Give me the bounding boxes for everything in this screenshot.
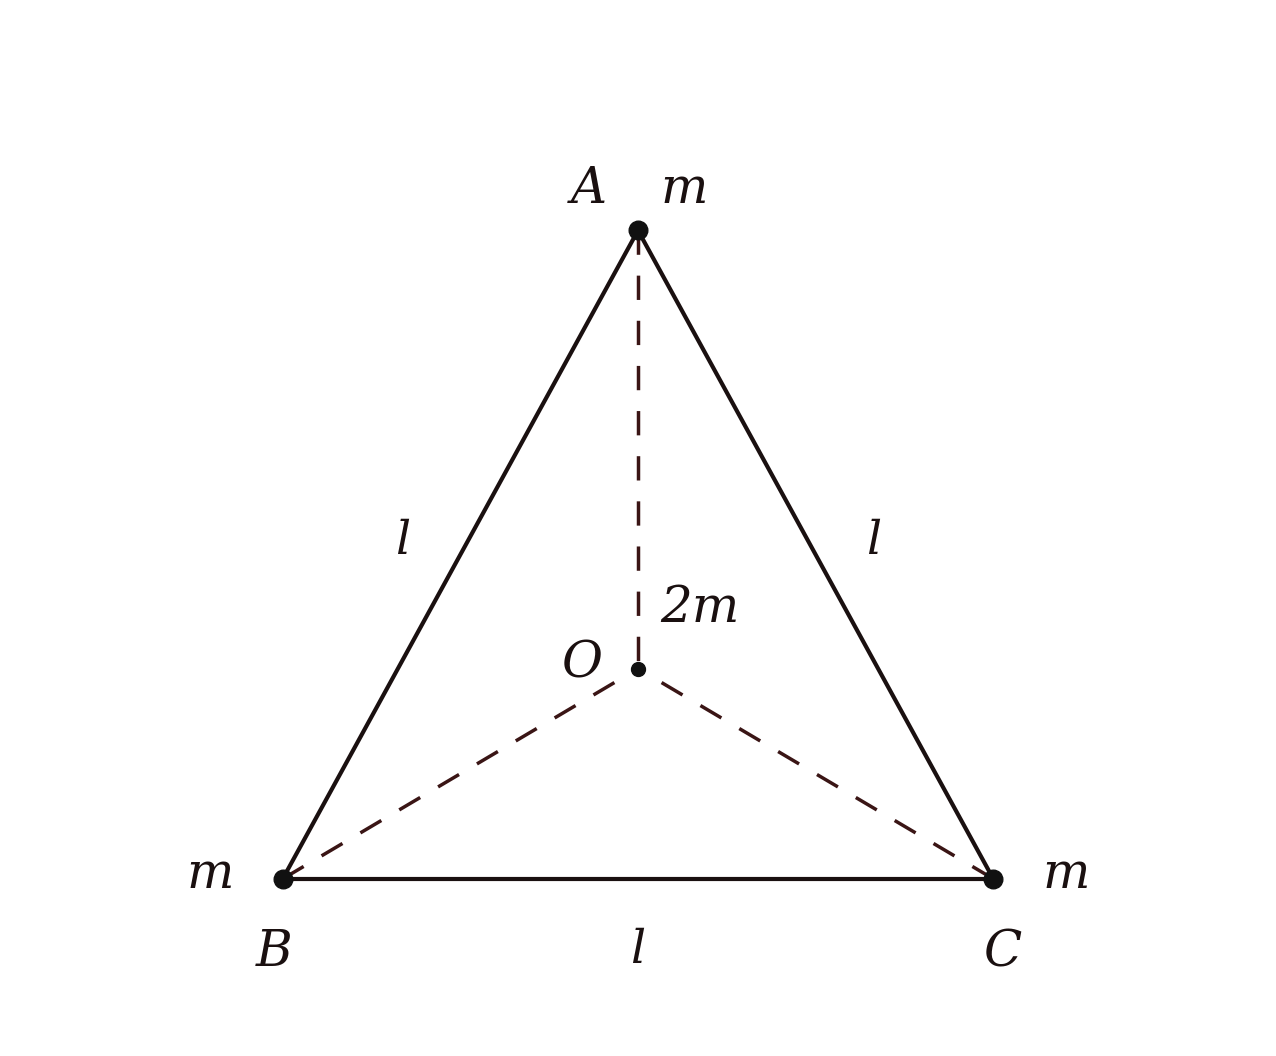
Text: m: m — [1042, 850, 1090, 899]
Text: A: A — [570, 165, 607, 214]
Text: C: C — [983, 928, 1021, 977]
Text: 2m: 2m — [660, 584, 740, 634]
Text: l: l — [866, 518, 880, 564]
Point — [628, 660, 648, 677]
Text: O: O — [561, 640, 602, 689]
Point — [983, 870, 1003, 887]
Point — [628, 222, 648, 239]
Text: m: m — [186, 850, 234, 899]
Text: l: l — [396, 518, 410, 564]
Text: l: l — [630, 928, 646, 973]
Text: B: B — [255, 928, 292, 977]
Point — [273, 870, 293, 887]
Text: m: m — [660, 165, 708, 214]
